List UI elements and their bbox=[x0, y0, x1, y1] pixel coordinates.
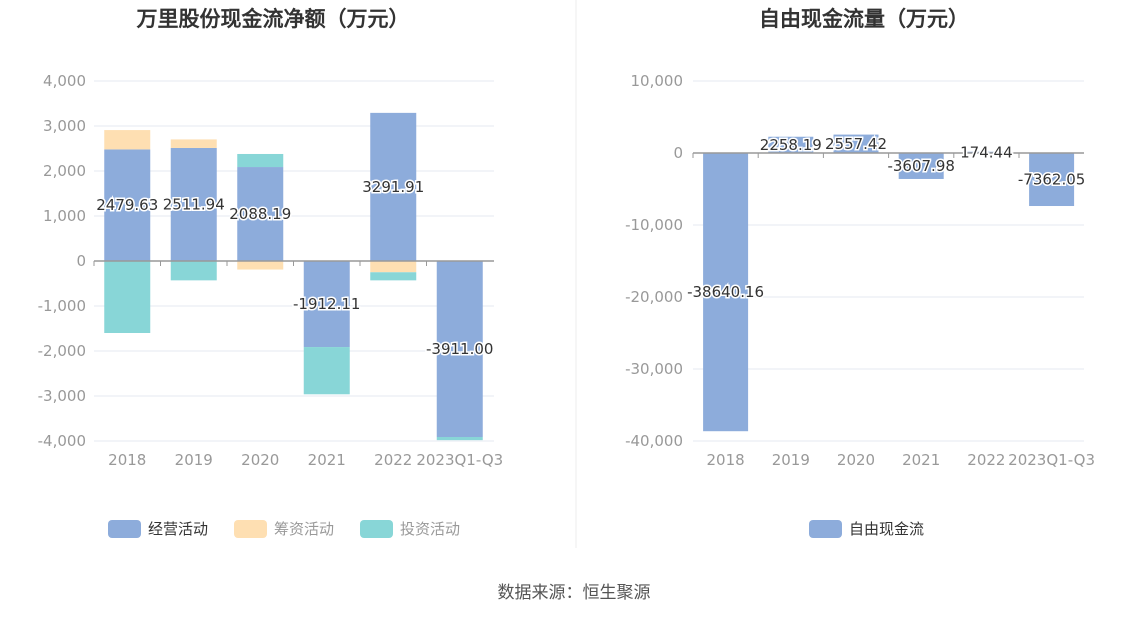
left-x-tick-label: 2020 bbox=[241, 451, 279, 469]
right-x-tick-label: 2018 bbox=[707, 451, 745, 469]
left-x-tick-label: 2021 bbox=[308, 451, 346, 469]
left-legend-swatch bbox=[360, 520, 393, 538]
left-x-tick-label: 2023Q1-Q3 bbox=[416, 451, 503, 469]
right-data-label: -38640.16 bbox=[687, 283, 764, 301]
right-legend-item[interactable]: 自由现金流 bbox=[809, 520, 924, 538]
left-bar-经营活动[interactable] bbox=[170, 147, 217, 261]
left-bar-筹资活动[interactable] bbox=[170, 139, 217, 148]
right-chart-title: 自由现金流量（万元） bbox=[759, 7, 969, 31]
right-y-tick-label: 10,000 bbox=[631, 72, 684, 90]
left-y-tick-label: -3,000 bbox=[38, 387, 86, 405]
left-bar-投资活动[interactable] bbox=[303, 347, 350, 395]
left-x-tick-label: 2018 bbox=[108, 451, 146, 469]
right-x-tick-label: 2022 bbox=[967, 451, 1005, 469]
right-chart-legend: 自由现金流 bbox=[809, 520, 924, 538]
left-bar-经营活动[interactable] bbox=[303, 261, 350, 348]
left-legend-label: 经营活动 bbox=[148, 520, 208, 538]
left-y-tick-label: 3,000 bbox=[43, 117, 86, 135]
left-x-tick-label: 2022 bbox=[374, 451, 412, 469]
left-chart-legend: 经营活动 筹资活动 投资活动 bbox=[108, 520, 460, 538]
left-y-tick-label: -2,000 bbox=[38, 342, 86, 360]
right-x-tick-label: 2020 bbox=[837, 451, 875, 469]
left-y-tick-label: 4,000 bbox=[43, 72, 86, 90]
right-y-tick-label: 0 bbox=[673, 144, 683, 162]
right-x-tick-label: 2023Q1-Q3 bbox=[1008, 451, 1095, 469]
right-data-label: 174.44 bbox=[960, 143, 1013, 161]
left-data-label: -3911.00 bbox=[426, 340, 493, 358]
left-bar-经营活动[interactable] bbox=[370, 112, 417, 262]
right-x-tick-label: 2019 bbox=[772, 451, 810, 469]
left-bar-筹资活动[interactable] bbox=[237, 261, 284, 270]
left-bar-投资活动[interactable] bbox=[370, 272, 417, 281]
right-bar-自由现金流[interactable] bbox=[1029, 153, 1075, 207]
left-chart-title: 万里股份现金流净额（万元） bbox=[136, 7, 410, 31]
left-bar-投资活动[interactable] bbox=[436, 436, 483, 441]
right-x-tick-label: 2021 bbox=[902, 451, 940, 469]
right-bar-自由现金流[interactable] bbox=[898, 153, 944, 179]
right-y-tick-label: -30,000 bbox=[625, 360, 683, 378]
left-bar-筹资活动[interactable] bbox=[370, 261, 417, 273]
left-data-label: 2088.19 bbox=[229, 205, 291, 223]
right-legend-swatch bbox=[809, 520, 842, 538]
left-y-tick-label: 2,000 bbox=[43, 162, 86, 180]
left-bar-经营活动[interactable] bbox=[237, 167, 284, 261]
right-data-label: 2258.19 bbox=[760, 136, 822, 154]
left-bar-投资活动[interactable] bbox=[170, 261, 217, 281]
left-legend-swatch bbox=[108, 520, 141, 538]
right-y-tick-label: -20,000 bbox=[625, 288, 683, 306]
right-bar-自由现金流[interactable] bbox=[768, 136, 814, 153]
left-data-label: 3291.91 bbox=[362, 178, 424, 196]
data-source-note: 数据来源：恒生聚源 bbox=[498, 583, 651, 603]
left-data-label: -1912.11 bbox=[293, 295, 360, 313]
left-y-tick-label: -1,000 bbox=[38, 297, 86, 315]
right-chart-plot: 10,000 0 -10,000 -20,000 -30,000 -40,000 2018 2… bbox=[625, 72, 1095, 469]
left-bar-投资活动[interactable] bbox=[104, 261, 151, 333]
left-legend-item[interactable]: 筹资活动 bbox=[234, 520, 334, 538]
left-bar-经营活动[interactable] bbox=[104, 149, 151, 261]
right-data-label: -7362.05 bbox=[1018, 171, 1085, 189]
left-bar-投资活动[interactable] bbox=[237, 153, 284, 168]
left-legend-item[interactable]: 投资活动 bbox=[360, 520, 460, 538]
left-legend-item[interactable]: 经营活动 bbox=[108, 520, 208, 538]
right-legend-label: 自由现金流 bbox=[849, 520, 924, 538]
right-y-tick-label: -40,000 bbox=[625, 432, 683, 450]
left-chart-plot: 4,000 3,000 2,000 1,000 0 -1,000 -2,000 -3,000 -… bbox=[38, 72, 504, 469]
left-legend-swatch bbox=[234, 520, 267, 538]
left-data-label: 2511.94 bbox=[163, 195, 225, 213]
right-y-tick-label: -10,000 bbox=[625, 216, 683, 234]
left-y-tick-label: -4,000 bbox=[38, 432, 86, 450]
right-data-label: -3607.98 bbox=[887, 157, 954, 175]
left-bar-筹资活动[interactable] bbox=[104, 130, 151, 150]
left-y-tick-label: 1,000 bbox=[43, 207, 86, 225]
left-y-tick-label: 0 bbox=[76, 252, 86, 270]
left-legend-label: 投资活动 bbox=[400, 520, 460, 538]
right-data-label: 2557.42 bbox=[825, 135, 887, 153]
left-bar-经营活动[interactable] bbox=[436, 261, 483, 437]
left-data-label: 2479.63 bbox=[96, 196, 158, 214]
right-bar-自由现金流[interactable] bbox=[833, 134, 879, 153]
right-bar-自由现金流[interactable] bbox=[703, 153, 749, 432]
left-x-tick-label: 2019 bbox=[175, 451, 213, 469]
left-legend-label: 筹资活动 bbox=[274, 520, 334, 538]
